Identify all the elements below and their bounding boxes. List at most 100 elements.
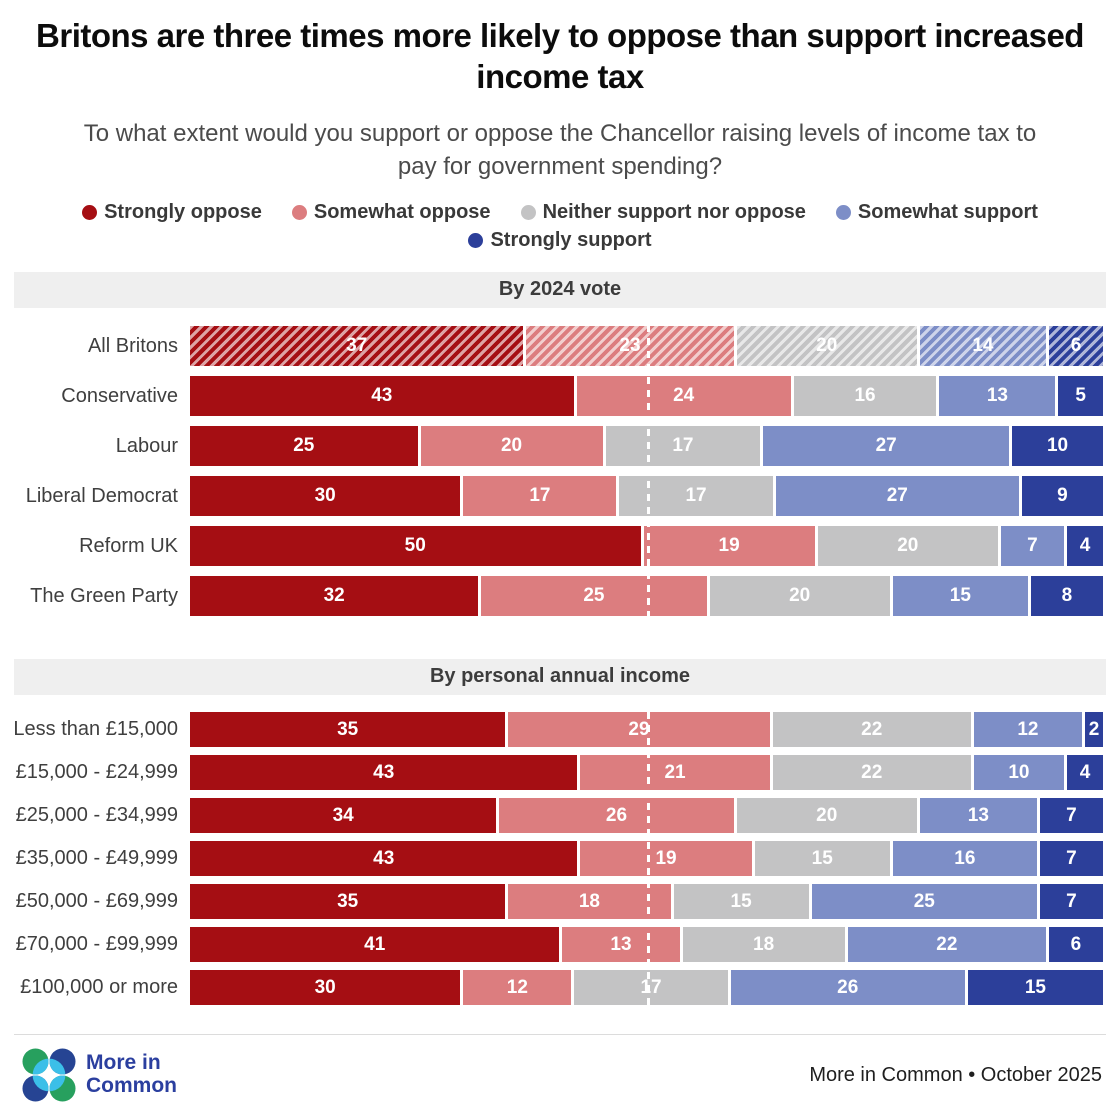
bar-segment: 12	[460, 970, 572, 1006]
segment-value: 25	[583, 585, 605, 607]
segment-value: 16	[854, 385, 876, 407]
stacked-bar: 43 19 15 16 7	[190, 841, 1103, 877]
segment-value: 21	[664, 761, 686, 783]
segment-value: 25	[293, 435, 315, 457]
segment-value: 17	[685, 485, 707, 507]
bar-segment: 18	[505, 884, 671, 920]
segment-value: 13	[610, 933, 632, 955]
segment-value: 7	[1066, 847, 1077, 869]
row-label: Less than £15,000	[13, 718, 178, 741]
bar-segment: 19	[640, 526, 815, 567]
bar-segment: 30	[190, 476, 461, 517]
segment-value: 22	[936, 933, 958, 955]
bar-segment: 43	[190, 755, 578, 791]
stacked-bar: 43 21 22 10 4	[190, 755, 1103, 791]
segment-value: 22	[861, 761, 883, 783]
segment-value: 13	[967, 804, 989, 826]
segment-value: 15	[730, 890, 752, 912]
stacked-bar: 30 17 17 27 9	[190, 476, 1103, 517]
bar-segment: 34	[190, 798, 497, 834]
segment-value: 19	[655, 847, 677, 869]
brand-wordmark-line2: Common	[86, 1074, 177, 1097]
section-by-income: By personal annual income Less than £15,…	[0, 659, 1120, 1009]
bar-segment: 6	[1045, 927, 1103, 963]
segment-value: 17	[529, 485, 551, 507]
segment-value: 12	[1017, 718, 1039, 740]
legend-dot-icon	[468, 233, 484, 249]
bar-segment: 30	[190, 970, 461, 1006]
row-label: Labour	[115, 434, 178, 457]
footer-credit: More in Common • October 2025	[809, 1063, 1102, 1086]
bar-segment: 9	[1018, 476, 1103, 517]
bar-segment: 10	[1009, 426, 1104, 467]
segment-value: 7	[1027, 535, 1038, 557]
segment-value: 16	[954, 847, 976, 869]
segment-value: 6	[1070, 933, 1082, 955]
bar-segment: 25	[808, 884, 1037, 920]
bar-row: The Green Party 32 25 20 15 8	[0, 571, 1120, 621]
bar-segment: 4	[1063, 526, 1103, 567]
row-label: £15,000 - £24,999	[15, 761, 178, 784]
bar-segment: 6	[1045, 326, 1104, 367]
footer-divider	[14, 1034, 1106, 1035]
segment-value: 20	[789, 585, 811, 607]
segment-value: 15	[811, 847, 833, 869]
segment-value: 26	[837, 976, 859, 998]
row-label: Conservative	[61, 384, 178, 407]
row-label: £50,000 - £69,999	[15, 890, 178, 913]
bar-segment: 7	[1036, 884, 1103, 920]
bar-segment: 7	[997, 526, 1064, 567]
legend-label: Somewhat oppose	[313, 201, 491, 224]
row-label: The Green Party	[30, 584, 178, 607]
subtitle: To what extent would you support or oppo…	[83, 120, 1037, 181]
segment-value: 30	[314, 485, 336, 507]
bar-row: Less than £15,000 35 29 22 12 2	[0, 708, 1120, 751]
stacked-bar: 35 18 15 25 7	[190, 884, 1103, 920]
section-title: By personal annual income	[429, 665, 691, 688]
legend-item: Strongly support	[468, 229, 652, 252]
bar-segment: 20	[733, 326, 917, 367]
bar-segment: 20	[814, 526, 998, 567]
bar-segment: 17	[602, 426, 761, 467]
segment-value: 32	[323, 585, 345, 607]
segment-value: 13	[986, 385, 1008, 407]
legend-dot-icon	[835, 205, 851, 221]
bar-segment: 13	[559, 927, 680, 963]
bar-segment: 35	[190, 712, 506, 748]
bar-segment: 25	[190, 426, 418, 467]
segment-value: 35	[337, 718, 359, 740]
brand-wordmark: More in Common	[86, 1052, 177, 1097]
bar-segment: 43	[190, 841, 578, 877]
segment-value: 20	[816, 804, 838, 826]
legend-dot-icon	[291, 205, 307, 221]
segment-value: 22	[861, 718, 883, 740]
bar-segment: 26	[727, 970, 965, 1006]
segment-value: 29	[628, 718, 650, 740]
segment-value: 9	[1057, 485, 1068, 507]
bar-segment: 12	[970, 712, 1082, 748]
legend-item: Somewhat support	[835, 201, 1038, 224]
segment-value: 26	[605, 804, 628, 826]
bar-segment: 19	[577, 841, 752, 877]
bar-segment: 22	[769, 755, 971, 791]
bar-row: £100,000 or more 30 12 17 26 15	[0, 966, 1120, 1009]
segment-value: 23	[619, 335, 641, 357]
legend-dot-icon	[520, 205, 536, 221]
segment-value: 18	[753, 933, 775, 955]
bar-segment: 20	[417, 426, 603, 467]
bar-segment: 16	[790, 376, 937, 417]
bar-segment: 50	[190, 526, 641, 567]
legend-dot-icon	[82, 205, 98, 221]
more-in-common-logo-icon	[22, 1048, 76, 1102]
segment-value: 43	[371, 385, 393, 407]
section-1-rows: All Britons 37 23 20 14 6 Conservative 43 24 16 13…	[0, 321, 1120, 621]
bar-row: £50,000 - £69,999 35 18 15 25 7	[0, 880, 1120, 923]
bar-row: £35,000 - £49,999 43 19 15 16 7	[0, 837, 1120, 880]
footer: More in Common More in Common • October …	[0, 1034, 1120, 1120]
legend-label: Strongly support	[490, 229, 652, 252]
segment-value: 7	[1066, 804, 1077, 826]
legend-item: Strongly oppose	[82, 201, 262, 224]
stacked-bar: 43 24 16 13 5	[190, 376, 1103, 417]
bar-segment: 20	[706, 576, 890, 617]
